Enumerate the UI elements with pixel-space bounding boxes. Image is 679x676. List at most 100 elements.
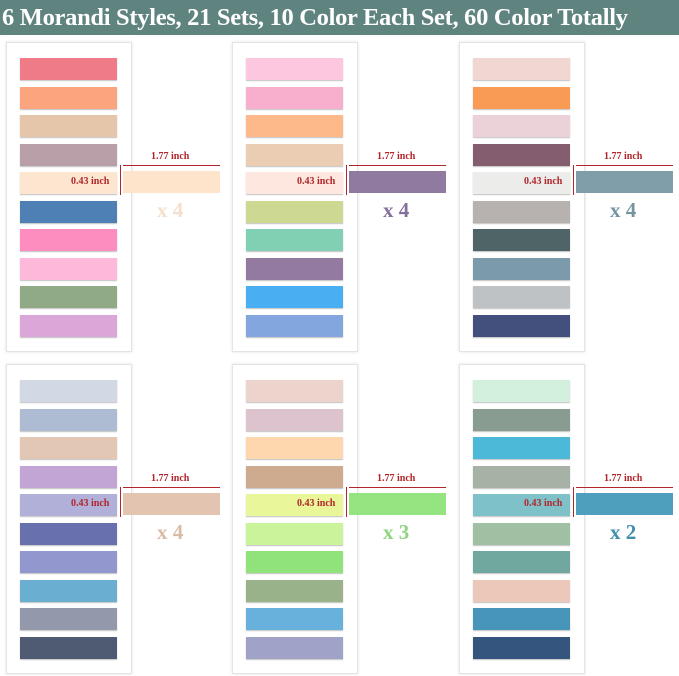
width-label: 1.77 inch: [377, 151, 416, 162]
color-strip: [246, 636, 343, 659]
color-strip: [246, 408, 343, 431]
height-arrow: [346, 165, 347, 195]
color-strip: [473, 257, 570, 280]
sample-strip: [349, 493, 446, 515]
sample-strip: [576, 171, 673, 193]
height-label: 0.43 inch: [297, 176, 336, 187]
color-strip: [473, 437, 570, 459]
color-strip: [473, 408, 570, 431]
width-arrow: [123, 165, 220, 166]
color-strip: [473, 58, 570, 80]
color-strip: [246, 437, 343, 459]
sticky-tab-set-card: [6, 364, 132, 674]
width-label: 1.77 inch: [604, 473, 643, 484]
quantity-multiplier: x 4: [157, 198, 184, 222]
height-arrow: [120, 487, 121, 517]
color-strip: [20, 86, 117, 109]
color-strip: [246, 608, 343, 630]
width-label: 1.77 inch: [604, 151, 643, 162]
color-strip: [20, 636, 117, 659]
height-label: 0.43 inch: [297, 498, 336, 509]
color-strip: [473, 579, 570, 602]
color-strip: [246, 115, 343, 137]
color-strip: [20, 465, 117, 488]
color-strip: [473, 380, 570, 402]
color-strip: [246, 522, 343, 545]
color-strip: [246, 314, 343, 337]
color-strip: [246, 143, 343, 166]
color-strip: [246, 494, 343, 516]
width-arrow: [576, 487, 673, 488]
color-strip: [20, 229, 117, 251]
sample-strip: [349, 171, 446, 193]
quantity-multiplier: x 3: [383, 520, 410, 544]
color-strip: [473, 551, 570, 573]
width-arrow: [576, 165, 673, 166]
color-strip: [473, 143, 570, 166]
color-strip: [473, 314, 570, 337]
color-strip: [20, 172, 117, 194]
color-strip: [246, 172, 343, 194]
height-arrow: [573, 487, 574, 517]
quantity-multiplier: x 4: [157, 520, 184, 544]
sticky-tab-set-card: [6, 42, 132, 352]
color-strip: [473, 494, 570, 516]
color-strip: [20, 494, 117, 516]
width-arrow: [349, 165, 446, 166]
width-label: 1.77 inch: [151, 473, 190, 484]
color-strip: [20, 257, 117, 280]
color-strip: [246, 257, 343, 280]
color-strip: [246, 286, 343, 308]
sticky-tab-set-card: [459, 364, 585, 674]
color-strip: [20, 380, 117, 402]
height-arrow: [120, 165, 121, 195]
title-banner: 6 Morandi Styles, 21 Sets, 10 Color Each…: [0, 0, 679, 35]
color-strip: [20, 314, 117, 337]
color-strip: [473, 286, 570, 308]
sample-strip: [123, 493, 220, 515]
color-strip: [20, 437, 117, 459]
color-strip: [20, 58, 117, 80]
color-strip: [20, 143, 117, 166]
color-strip: [20, 579, 117, 602]
height-label: 0.43 inch: [524, 176, 563, 187]
color-strip: [20, 608, 117, 630]
color-strip: [473, 86, 570, 109]
color-strip: [246, 465, 343, 488]
color-strip: [473, 465, 570, 488]
quantity-multiplier: x 2: [610, 520, 637, 544]
sticky-tab-set-card: [232, 364, 358, 674]
color-strip: [20, 522, 117, 545]
width-arrow: [349, 487, 446, 488]
sample-strip: [576, 493, 673, 515]
width-arrow: [123, 487, 220, 488]
color-strip: [246, 551, 343, 573]
height-label: 0.43 inch: [524, 498, 563, 509]
color-strip: [473, 608, 570, 630]
sticky-tab-set-card: [232, 42, 358, 352]
color-strip: [246, 380, 343, 402]
color-strip: [473, 172, 570, 194]
color-strip: [246, 58, 343, 80]
color-strip: [473, 522, 570, 545]
color-strip: [246, 86, 343, 109]
height-label: 0.43 inch: [71, 498, 110, 509]
color-strip: [20, 200, 117, 223]
height-arrow: [346, 487, 347, 517]
quantity-multiplier: x 4: [383, 198, 410, 222]
height-label: 0.43 inch: [71, 176, 110, 187]
sample-strip: [123, 171, 220, 193]
sticky-tab-set-card: [459, 42, 585, 352]
color-strip: [246, 200, 343, 223]
width-label: 1.77 inch: [377, 473, 416, 484]
color-strip: [473, 229, 570, 251]
color-strip: [20, 408, 117, 431]
color-strip: [473, 115, 570, 137]
height-arrow: [573, 165, 574, 195]
color-strip: [20, 286, 117, 308]
color-strip: [473, 200, 570, 223]
width-label: 1.77 inch: [151, 151, 190, 162]
color-strip: [20, 115, 117, 137]
color-strip: [246, 579, 343, 602]
color-strip: [473, 636, 570, 659]
